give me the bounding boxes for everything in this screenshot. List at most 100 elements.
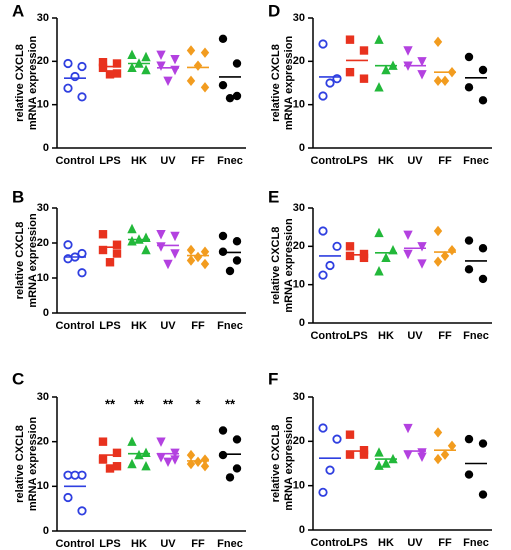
panel-letter: F <box>268 369 278 388</box>
x-tick-label: UV <box>407 155 423 167</box>
point <box>170 54 180 65</box>
point <box>374 34 384 44</box>
x-tick-label: Control <box>55 538 94 550</box>
point <box>127 236 137 246</box>
point <box>433 75 443 87</box>
point <box>98 63 108 73</box>
point <box>105 258 115 267</box>
significance: ** <box>134 396 145 411</box>
point <box>440 449 450 460</box>
point <box>464 434 474 444</box>
point <box>464 236 474 245</box>
point <box>63 254 73 264</box>
y-tick-label: 20 <box>293 435 305 447</box>
point <box>112 59 122 68</box>
point <box>359 74 369 83</box>
point <box>374 460 384 470</box>
x-tick-label: Fnec <box>463 155 489 167</box>
point <box>478 244 488 253</box>
point <box>105 464 115 473</box>
significance: ** <box>163 396 174 411</box>
y-tick-label: 0 <box>299 142 305 154</box>
point <box>440 75 450 87</box>
point <box>345 430 355 439</box>
point <box>403 423 413 434</box>
point <box>77 92 87 102</box>
point <box>381 458 391 468</box>
point <box>359 253 369 263</box>
panel-letter: C <box>12 369 24 388</box>
point <box>359 446 369 455</box>
y-tick-label: 30 <box>37 12 49 24</box>
y-axis-label: mRNA expression <box>283 218 295 313</box>
y-axis-label: relative CXCL8 <box>14 425 26 503</box>
point <box>186 45 196 56</box>
point <box>170 231 180 242</box>
point <box>200 461 210 472</box>
significance: ** <box>105 396 116 411</box>
point <box>127 458 137 469</box>
point <box>417 57 427 67</box>
point <box>232 91 242 101</box>
y-tick-label: 20 <box>293 240 305 252</box>
point <box>433 225 443 237</box>
point <box>478 490 488 499</box>
point <box>417 70 427 80</box>
point <box>200 258 210 270</box>
point <box>318 91 328 101</box>
x-tick-label: Control <box>310 330 349 342</box>
x-tick-label: UV <box>407 537 423 549</box>
point <box>478 439 488 448</box>
point <box>186 255 196 266</box>
point <box>374 266 384 276</box>
point <box>478 96 488 105</box>
y-axis-label: mRNA expression <box>283 36 295 131</box>
y-tick-label: 20 <box>37 237 49 249</box>
x-tick-label: Control <box>310 537 349 549</box>
point <box>98 230 108 239</box>
point <box>63 58 73 69</box>
point <box>170 249 180 259</box>
x-tick-label: FF <box>191 320 205 332</box>
point <box>232 256 242 265</box>
point <box>186 244 196 256</box>
y-axis-label: mRNA expression <box>27 213 39 308</box>
x-tick-label: LPS <box>99 320 120 332</box>
point <box>332 241 342 251</box>
point <box>156 242 166 252</box>
point <box>156 437 166 447</box>
point <box>345 67 355 77</box>
y-axis-label: mRNA expression <box>27 36 39 131</box>
x-tick-label: Fnec <box>463 537 489 549</box>
point <box>63 492 73 503</box>
y-tick-label: 20 <box>37 55 49 67</box>
point <box>232 59 242 68</box>
point <box>98 58 108 67</box>
point <box>318 487 328 497</box>
point <box>464 470 474 479</box>
x-tick-label: UV <box>160 320 176 332</box>
point <box>200 82 210 93</box>
point <box>141 64 151 75</box>
x-tick-label: Control <box>55 320 94 332</box>
x-tick-label: FF <box>438 155 452 167</box>
y-axis-label: relative CXCL8 <box>14 44 26 122</box>
point <box>63 83 73 93</box>
y-tick-label: 10 <box>37 480 49 492</box>
point <box>98 455 108 464</box>
x-tick-label: FF <box>438 330 452 342</box>
point <box>170 455 180 465</box>
point <box>186 75 196 87</box>
y-tick-label: 0 <box>43 525 49 537</box>
y-tick-label: 10 <box>37 99 49 111</box>
point <box>433 453 443 465</box>
point <box>417 259 427 269</box>
point <box>433 256 443 267</box>
panel-letter: A <box>12 1 24 20</box>
point <box>381 64 391 75</box>
x-tick-label: HK <box>378 537 394 549</box>
x-tick-label: LPS <box>346 537 367 549</box>
point <box>325 260 335 271</box>
y-axis-label: relative CXCL8 <box>270 227 282 305</box>
point <box>225 473 235 482</box>
